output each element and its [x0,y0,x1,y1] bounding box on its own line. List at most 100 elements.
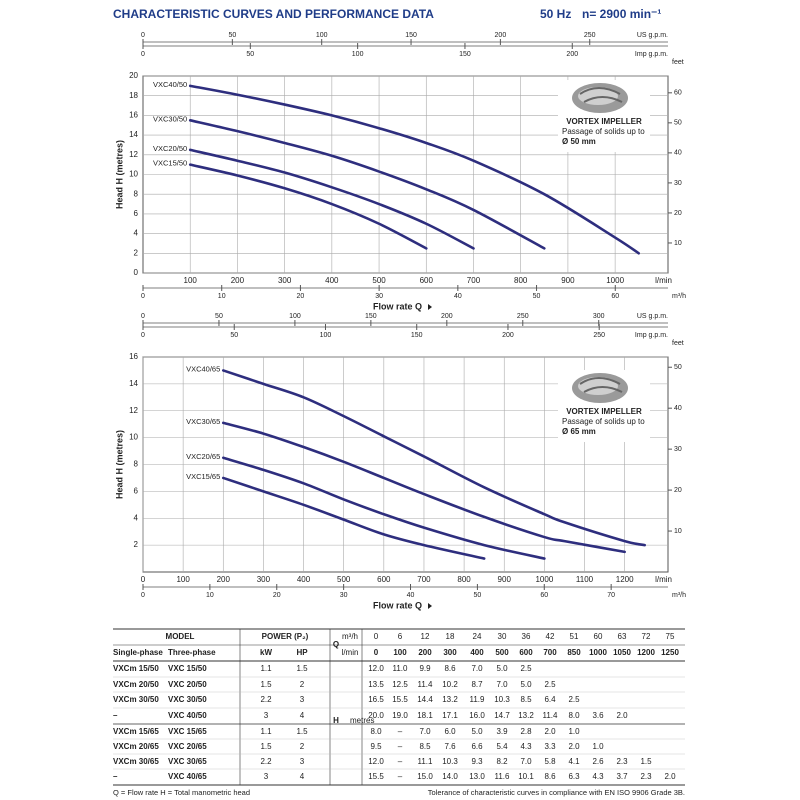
table-cell: 24 [473,632,482,641]
x-unit: l/min [655,575,672,584]
y-tick-label: 10 [129,170,138,179]
table-cell: 15.5 [368,772,384,781]
y-tick-label: 6 [134,486,139,495]
table-cell: 700 [543,648,557,657]
x-tick-label: 900 [561,276,575,285]
x3-tick-label: 50 [246,51,254,58]
table-cell: 1.1 [260,727,272,736]
table-cell: 3 [264,772,269,781]
table-cell: 1.5 [260,680,272,689]
table-cell: 20.0 [368,711,384,720]
table-cell: 7.0 [471,664,483,673]
y-tick-label: 0 [134,268,139,277]
table-cell: 2.0 [664,772,676,781]
annotation-text: Passage of solids up to [562,127,645,136]
frequency: 50 Hz [540,7,571,21]
y-tick-label: 2 [134,248,139,257]
x3-axis-label: Imp g.p.m. [635,51,668,58]
table-cell: 2.3 [640,772,652,781]
x4-tick-label: 50 [533,293,541,300]
table-cell: 2.5 [568,695,580,704]
x4-tick-label: 0 [141,592,145,599]
x2-axis-label: US g.p.m. [637,32,668,39]
table-cell: H [333,716,339,725]
table-cell: kW [260,648,272,657]
table-cell: 1.5 [296,664,308,673]
x-tick-label: 300 [278,276,292,285]
x4-tick-label: 60 [540,592,548,599]
annotation-title: VORTEX IMPELLER [566,407,642,416]
x-tick-label: 600 [420,276,434,285]
table-cell: 2.0 [616,711,628,720]
x-tick-label: 1200 [616,575,634,584]
y-tick-label: 8 [134,189,139,198]
table-cell: 100 [393,648,407,657]
x4-tick-label: 10 [218,293,226,300]
x-tick-label: 400 [297,575,311,584]
table-cell: 2 [300,680,305,689]
y-tick-label: 6 [134,209,139,218]
table-cell: 75 [666,632,675,641]
table-cell: Q [333,640,339,649]
table-cell: 8.2 [496,757,508,766]
table-cell: 63 [618,632,627,641]
table-cell: 42 [546,632,555,641]
annotation-text: Passage of solids up to [562,417,645,426]
table-cell: 14.4 [417,695,433,704]
x-tick-label: 1000 [606,276,624,285]
curve-label: VXC15/50 [153,159,187,168]
x-tick-label: 400 [325,276,339,285]
table-cell: VXC 15/50 [168,664,207,673]
y2-tick-label: 10 [674,240,682,247]
table-cell: – [398,727,403,736]
curve-label: VXC40/50 [153,80,187,89]
curve-label: VXC40/65 [186,364,220,373]
table-cell: 36 [522,632,531,641]
table-cell: 5.0 [496,664,508,673]
x-tick-label: 100 [184,276,198,285]
table-cell: 12 [421,632,430,641]
table-cell: 2.6 [592,757,604,766]
curve-label: VXC20/50 [153,144,187,153]
impeller-image [579,377,623,393]
x2-tick-label: 100 [316,32,328,39]
table-cell: VXCm 30/65 [113,757,159,766]
table-cell: VXC 20/65 [168,742,207,751]
y-tick-label: 8 [134,460,139,469]
table-cell: 3.7 [616,772,628,781]
table-cell: 2.8 [520,727,532,736]
x2-tick-label: 150 [405,32,417,39]
y2-tick-label: 30 [674,446,682,453]
table-cell: 11.6 [495,772,511,781]
x4-tick-label: 30 [340,592,348,599]
x2-tick-label: 0 [141,313,145,320]
table-cell: – [398,742,403,751]
y2-axis-label: feet [672,59,684,66]
x4-tick-label: 40 [454,293,462,300]
table-cell: 12.5 [392,680,408,689]
table-cell: 10.2 [442,680,458,689]
table-cell: 200 [418,648,432,657]
y2-tick-label: 20 [674,487,682,494]
curve [221,421,626,554]
x4-tick-label: 0 [141,293,145,300]
table-cell: 1.0 [568,727,580,736]
table-cell: 10.3 [442,757,458,766]
table-cell: Single-phase [113,648,163,657]
x4-tick-label: 70 [607,592,615,599]
table-cell: 18.1 [417,711,433,720]
y-tick-label: 4 [134,229,139,238]
y-tick-label: 14 [129,379,138,388]
y2-tick-label: 10 [674,528,682,535]
table-cell: 850 [567,648,581,657]
table-cell: m³/h [342,632,358,641]
y-axis-label: Head H (metres) [114,140,124,209]
table-cell: 600 [519,648,533,657]
y-tick-label: 20 [129,71,138,80]
y-axis-label: Head H (metres) [114,430,124,499]
y-tick-label: 4 [134,513,139,522]
x2-axis-label: US g.p.m. [637,313,668,320]
x2-tick-label: 50 [228,32,236,39]
table-cell: 12.0 [368,664,384,673]
